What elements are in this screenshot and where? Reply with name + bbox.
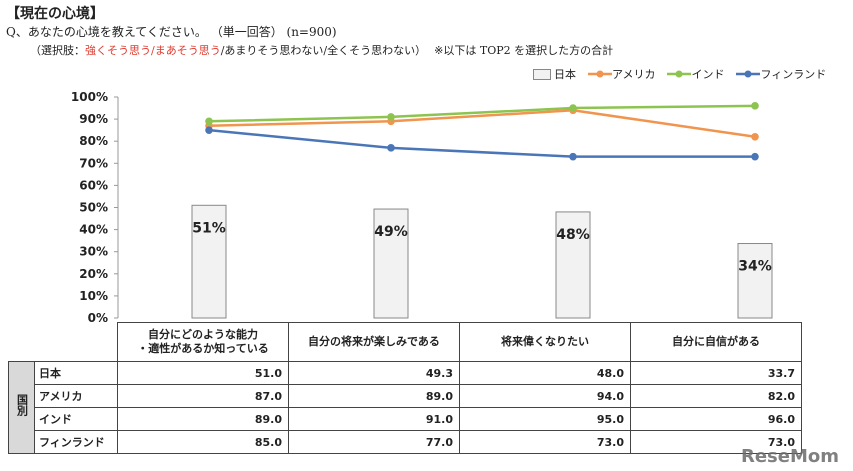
row-label: フィンランド — [34, 430, 118, 454]
row-label: アメリカ — [34, 384, 118, 408]
line-india-point — [387, 113, 395, 121]
chart-legend: 日本 アメリカ インド フィンランド — [533, 66, 834, 82]
y-tick-label: 90% — [79, 112, 108, 126]
bar-japan — [555, 211, 591, 319]
legend-item-finland: フィンランド — [736, 66, 826, 82]
y-tick-label: 50% — [79, 201, 108, 215]
line-india-point — [751, 102, 759, 110]
table-cell: 73.0 — [630, 430, 802, 454]
y-tick-label: 40% — [79, 223, 108, 237]
table-cell: 87.0 — [117, 384, 289, 408]
line-finland-point — [569, 152, 577, 161]
line-india-point — [569, 104, 577, 112]
table-row: フィンランド 85.0 77.0 73.0 73.0 — [9, 430, 802, 454]
line-finland-point — [387, 144, 395, 152]
question-text: Q、あなたの心境を教えてください。 （単一回答） (n=900) — [6, 25, 337, 39]
y-tick-label: 30% — [79, 245, 108, 259]
y-tick-label: 60% — [79, 178, 108, 192]
table-cell: 73.0 — [459, 430, 631, 454]
line-india-point — [205, 117, 213, 126]
row-label: 日本 — [34, 361, 118, 385]
bar-data-label: 51% — [192, 220, 226, 236]
table-cell: 77.0 — [288, 430, 460, 454]
col-header-text: 自分にどのような能力 ・適性があるか知っている — [137, 328, 269, 355]
line-finland — [208, 128, 755, 158]
watermark-logo: ReseMom — [740, 446, 839, 467]
choices-text: （選択肢：強くそう思う/まあそう思う/あまりそう思わない/全くそう思わない） ※以… — [30, 42, 613, 58]
y-tick-label: 80% — [79, 134, 108, 148]
table-header-row: 自分にどのような能力 ・適性があるか知っている 自分の将来が楽しみである 将来偉… — [9, 322, 802, 362]
legend-swatch-america — [588, 70, 612, 78]
table-col-header: 自分にどのような能力 ・適性があるか知っている — [117, 322, 289, 362]
y-tick-label: 100% — [71, 90, 108, 104]
legend-label-india: インド — [691, 68, 725, 81]
line-finland-point — [751, 152, 759, 161]
table-cell: 89.0 — [288, 384, 460, 408]
table-cell: 49.3 — [288, 361, 460, 385]
table-cell: 48.0 — [459, 361, 631, 385]
table-cell: 51.0 — [117, 361, 289, 385]
table-row: インド 89.0 91.0 95.0 96.0 — [9, 407, 802, 431]
line-america — [208, 109, 756, 139]
table-row: アメリカ 87.0 89.0 94.0 82.0 — [9, 384, 802, 408]
chart-area: 0% 10% 20% 30% 40% 50% 60% 70% 80% 90% 100% 51% 49% 4… — [71, 90, 773, 322]
y-tick-label: 0% — [88, 311, 108, 322]
table-col-header: 将来偉くなりたい — [459, 322, 631, 362]
y-tick-label: 10% — [79, 289, 108, 303]
table-cell: 95.0 — [459, 407, 631, 431]
legend-swatch-finland — [736, 70, 761, 78]
bar-japan — [373, 208, 409, 319]
y-tick-label: 20% — [79, 267, 108, 281]
table-row: 国別 日本 51.0 49.3 48.0 33.7 — [8, 361, 802, 454]
table-cell: 82.0 — [630, 384, 802, 408]
bar-data-label: 34% — [738, 259, 772, 275]
data-table: 自分にどのような能力 ・適性があるか知っている 自分の将来が楽しみである 将来偉… — [8, 322, 802, 454]
legend-label-finland: フィンランド — [760, 68, 827, 81]
table-cell: 96.0 — [630, 407, 802, 431]
legend-label-japan: 日本 — [554, 68, 576, 81]
choices-top2: 強くそう思う/まあそう思う — [85, 44, 221, 57]
legend-item-america: アメリカ — [588, 66, 655, 82]
choices-prefix: （選択肢： — [30, 44, 85, 57]
line-india — [208, 104, 756, 123]
table-cell: 85.0 — [117, 430, 289, 454]
line-finland-point — [205, 126, 213, 134]
page-title: 【現在の心境】 — [6, 6, 104, 22]
group-label-text: 国別 — [15, 394, 29, 416]
legend-item-japan: 日本 — [533, 66, 576, 82]
legend-label-america: アメリカ — [612, 68, 656, 81]
line-america-point — [751, 132, 759, 141]
table-cell: 94.0 — [459, 384, 631, 408]
table-cell: 89.0 — [117, 407, 289, 431]
table-col-header: 自分に自信がある — [630, 322, 802, 362]
choices-rest: /あまりそう思わない/全くそう思わない） — [220, 44, 427, 57]
table-cell: 33.7 — [630, 361, 802, 385]
group-label: 国別 — [8, 361, 35, 454]
legend-item-india: インド — [667, 66, 724, 82]
table-col-header: 自分の将来が楽しみである — [288, 322, 460, 362]
legend-swatch-japan — [533, 68, 551, 80]
table-cell: 91.0 — [288, 407, 460, 431]
bar-data-label: 48% — [556, 227, 590, 243]
y-tick-label: 70% — [79, 156, 108, 170]
bar-data-label: 49% — [374, 224, 408, 240]
bar-japan — [737, 243, 773, 319]
legend-swatch-india — [667, 70, 692, 78]
bar-japan — [191, 204, 227, 319]
note-text: ※以下は TOP2 を選択した方の合計 — [434, 44, 614, 57]
row-label: インド — [34, 407, 118, 431]
